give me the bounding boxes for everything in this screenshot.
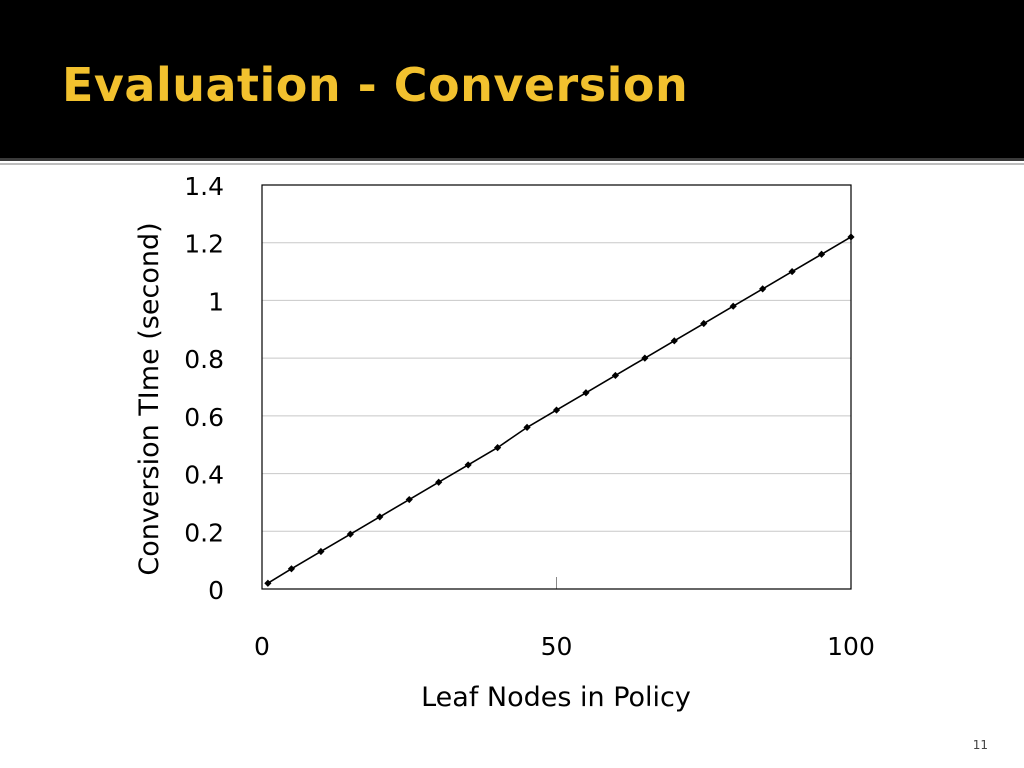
y-tick-labels: 0 0.2 0.4 0.6 0.8 1 1.2 1.4 — [184, 172, 224, 605]
y-tick-label: 0.2 — [184, 518, 224, 547]
data-point — [611, 371, 619, 380]
y-tick-label: 1 — [208, 287, 224, 316]
y-tick-label: 0.8 — [184, 345, 224, 374]
grid-lines — [262, 242, 851, 589]
x-tick-label: 0 — [254, 632, 270, 661]
header-divider-light — [0, 163, 1024, 165]
header-divider — [0, 158, 1024, 161]
data-point — [582, 389, 590, 397]
data-point — [264, 579, 272, 587]
data-point — [788, 267, 796, 276]
slide-number: 11 — [972, 738, 988, 752]
data-point — [464, 461, 472, 469]
y-tick-label: 1.2 — [184, 230, 224, 259]
data-point — [494, 444, 502, 452]
y-tick-label: 0.4 — [184, 461, 224, 490]
data-point — [552, 406, 561, 414]
data-point — [729, 302, 737, 310]
data-point — [847, 233, 855, 241]
x-tick-label: 50 — [541, 632, 573, 661]
x-tick-label: 100 — [827, 632, 875, 661]
data-point — [435, 478, 443, 486]
data-point — [376, 513, 384, 521]
y-tick-label: 0 — [208, 576, 224, 605]
data-series — [264, 233, 855, 587]
slide-header: Evaluation - Conversion — [0, 0, 1024, 158]
slide-title: Evaluation - Conversion — [62, 58, 689, 112]
data-point — [759, 285, 767, 293]
data-point — [670, 337, 678, 345]
data-point — [700, 319, 708, 328]
x-tick-labels: 0 50 100 — [254, 632, 875, 661]
data-point — [346, 530, 354, 538]
data-point — [287, 565, 296, 573]
data-point — [317, 547, 325, 556]
data-point — [523, 423, 531, 431]
data-point — [405, 495, 413, 504]
y-axis-label: Conversion TIme (second) — [134, 222, 165, 575]
y-tick-label: 0.6 — [184, 403, 224, 432]
x-axis-label: Leaf Nodes in Policy — [421, 682, 691, 713]
y-tick-label: 1.4 — [184, 172, 224, 201]
data-point — [641, 354, 649, 362]
data-point — [817, 250, 826, 258]
plot-area — [261, 184, 852, 590]
